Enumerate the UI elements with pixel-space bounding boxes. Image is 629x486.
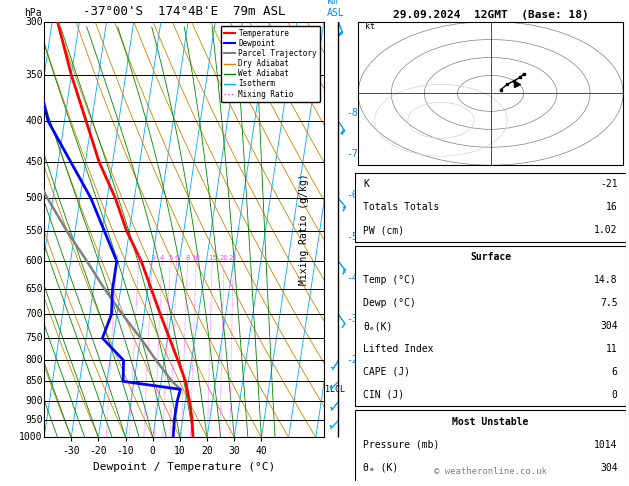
Text: 20: 20 xyxy=(220,255,228,261)
Text: 850: 850 xyxy=(25,376,43,386)
Bar xyxy=(355,410,626,486)
Text: K: K xyxy=(364,179,369,190)
Text: 7.5: 7.5 xyxy=(600,298,618,308)
Text: 1000: 1000 xyxy=(19,433,43,442)
Text: -8: -8 xyxy=(346,108,358,118)
Text: -5: -5 xyxy=(346,231,358,242)
Text: 1LCL: 1LCL xyxy=(325,385,345,394)
Text: 16: 16 xyxy=(606,202,618,212)
Text: PW (cm): PW (cm) xyxy=(364,226,404,235)
Text: θₑ(K): θₑ(K) xyxy=(364,321,393,331)
Text: 800: 800 xyxy=(25,355,43,365)
Text: 3: 3 xyxy=(150,255,155,261)
Text: 29.09.2024  12GMT  (Base: 18): 29.09.2024 12GMT (Base: 18) xyxy=(392,10,589,19)
Text: 11: 11 xyxy=(606,344,618,354)
Text: 450: 450 xyxy=(25,157,43,167)
Text: 650: 650 xyxy=(25,284,43,294)
X-axis label: Dewpoint / Temperature (°C): Dewpoint / Temperature (°C) xyxy=(93,462,275,472)
Text: 600: 600 xyxy=(25,256,43,266)
Text: -4: -4 xyxy=(346,273,358,282)
Text: -3: -3 xyxy=(346,313,358,324)
Text: 700: 700 xyxy=(25,309,43,319)
Text: 6: 6 xyxy=(175,255,179,261)
Text: CIN (J): CIN (J) xyxy=(364,390,404,400)
Bar xyxy=(355,173,626,242)
Text: CAPE (J): CAPE (J) xyxy=(364,367,411,377)
Text: 550: 550 xyxy=(25,226,43,236)
Text: 5: 5 xyxy=(168,255,172,261)
Text: Most Unstable: Most Unstable xyxy=(452,417,529,427)
Text: Lifted Index: Lifted Index xyxy=(364,344,434,354)
Text: 500: 500 xyxy=(25,193,43,203)
Text: 25: 25 xyxy=(229,255,238,261)
Text: Totals Totals: Totals Totals xyxy=(364,202,440,212)
Text: 8: 8 xyxy=(186,255,190,261)
Legend: Temperature, Dewpoint, Parcel Trajectory, Dry Adiabat, Wet Adiabat, Isotherm, Mi: Temperature, Dewpoint, Parcel Trajectory… xyxy=(221,26,320,102)
Text: 15: 15 xyxy=(208,255,216,261)
Text: km
ASL: km ASL xyxy=(327,0,345,17)
Text: -2: -2 xyxy=(346,355,358,365)
Text: 6: 6 xyxy=(612,367,618,377)
Bar xyxy=(355,245,626,406)
Text: 900: 900 xyxy=(25,396,43,406)
Text: Dewp (°C): Dewp (°C) xyxy=(364,298,416,308)
Text: 304: 304 xyxy=(600,463,618,473)
Text: θₑ (K): θₑ (K) xyxy=(364,463,399,473)
Text: -7: -7 xyxy=(346,149,358,159)
Text: Surface: Surface xyxy=(470,252,511,262)
Text: 304: 304 xyxy=(600,321,618,331)
Text: 300: 300 xyxy=(25,17,43,27)
Text: -21: -21 xyxy=(600,179,618,190)
Text: 350: 350 xyxy=(25,70,43,80)
Text: 400: 400 xyxy=(25,116,43,126)
Text: hPa: hPa xyxy=(25,8,42,17)
Text: 0: 0 xyxy=(612,390,618,400)
Text: 1.02: 1.02 xyxy=(594,226,618,235)
Text: 4: 4 xyxy=(160,255,164,261)
Text: Mixing Ratio (g/kg): Mixing Ratio (g/kg) xyxy=(299,174,309,285)
Text: 950: 950 xyxy=(25,415,43,425)
Text: 1014: 1014 xyxy=(594,440,618,450)
Text: -37°00'S  174°4B'E  79m ASL: -37°00'S 174°4B'E 79m ASL xyxy=(83,5,285,17)
Text: 10: 10 xyxy=(192,255,201,261)
Text: Temp (°C): Temp (°C) xyxy=(364,275,416,285)
Text: © weatheronline.co.uk: © weatheronline.co.uk xyxy=(434,468,547,476)
Text: 14.8: 14.8 xyxy=(594,275,618,285)
Text: 750: 750 xyxy=(25,333,43,343)
Text: -6: -6 xyxy=(346,191,358,200)
Text: Pressure (mb): Pressure (mb) xyxy=(364,440,440,450)
Text: 2: 2 xyxy=(136,255,141,261)
Text: 1: 1 xyxy=(114,255,119,261)
